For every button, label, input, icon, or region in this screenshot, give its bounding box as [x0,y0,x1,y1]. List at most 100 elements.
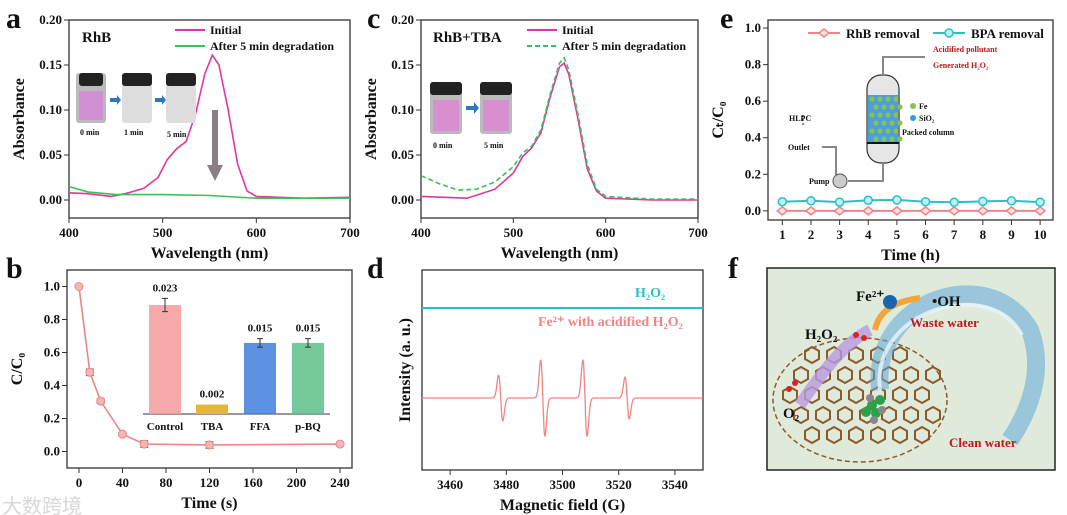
x-axis-label: Magnetic field (G) [500,497,625,514]
schematic-fe-label: Fe [919,102,928,111]
chart-c: 400 500 600 700 0.00 0.05 0.10 0.15 0.20 Waveleng… [363,12,708,262]
data-point [976,205,990,216]
panel-letter-d: d [367,252,384,285]
graphene-hexagon [914,385,930,405]
x-tick-label: 7 [951,227,958,242]
fe-particle [893,112,899,118]
fe-particle [881,136,887,142]
x-tick-label: 500 [153,225,173,240]
x-tick-label: 80 [159,475,172,490]
y-tick-label: 0.00 [39,192,62,207]
fe-particle [873,120,879,126]
data-point [920,196,931,207]
data-point [892,195,902,205]
x-tick-label: 40 [116,475,129,490]
vial-photos-c [430,82,512,134]
chart-a: 400 500 600 700 0.00 0.05 0.10 0.15 0.20 Waveleng… [11,12,360,262]
fe-particle [893,96,899,102]
graphene-hexagon [903,405,919,425]
packed-column-schematic [802,56,925,189]
x-axis-label: Time (h) [881,247,940,264]
inset-category-label: FFA [250,421,271,433]
fe-particle [873,104,879,110]
x-axis-label: Wavelength (nm) [501,245,619,262]
data-point [96,396,106,406]
x-tick-label: 0 [76,475,83,490]
data-point [834,197,845,207]
x-tick-label: 200 [287,475,307,490]
schematic-generated-label: Generated H₂O₂ [933,61,989,70]
x-tick-label: 4 [865,227,872,242]
vial-label: 0 min [80,128,100,137]
inset-bar [196,404,228,414]
fe-particle [873,136,879,142]
graphene-hexagon [793,365,809,385]
y-tick-label: 0.4 [745,130,762,145]
y-axis-label: Absorbance [363,78,380,160]
inset-error-bar [305,338,311,348]
x-tick-label: 2 [808,227,815,242]
y-tick-label: 1.0 [745,20,761,35]
graphene-hexagon [804,345,820,365]
inset-bar [149,305,181,414]
y-tick-label: 0.0 [745,203,761,218]
graphene-hexagon [914,425,930,445]
y-tick-label: 0.6 [44,345,61,360]
graphene-hexagon [892,385,908,405]
fe-particle [897,104,903,110]
schematic-sio2-label: SiO₂ [919,114,935,123]
mechanism-illustration [766,267,1056,471]
panel-letter-f: f [728,252,739,285]
legend-label: RhB removal [846,26,920,41]
y-tick-label: 0.2 [745,166,761,181]
graphene-hexagon [837,365,853,385]
x-tick-label: 5 [894,227,901,242]
data-point [1033,205,1047,216]
oh-radical-label: •OH [932,294,961,310]
fe-particle [885,112,891,118]
schematic-outlet-label: Outlet [788,143,810,152]
data-point [804,205,818,216]
data-point [949,197,959,208]
y-tick-label: 0.10 [391,102,414,117]
data-point [944,28,954,38]
x-axis-label: Time (s) [181,495,237,512]
x-tick-label: 3460 [437,477,463,492]
fe-particle [889,136,895,142]
graphene-hexagon [815,405,831,425]
panel-letter-b: b [6,252,23,285]
fe-particle [881,120,887,126]
x-tick-label: 500 [504,225,524,240]
panel-a-tag: RhB [82,30,111,46]
y-tick-label: 0.20 [391,12,414,27]
fe-particle [889,120,895,126]
graphene-hexagon [848,425,864,445]
charts: 400 500 600 7000.000.050.100.150.20Waveleng… [9,12,1054,514]
inset-bar-value: 0.015 [296,323,321,335]
data-point [1035,197,1045,207]
x-tick-label: 3480 [493,477,519,492]
plot-frame [68,19,351,219]
inset-error-bar [162,297,168,313]
x-tick-label: 3540 [662,477,688,492]
data-point [833,205,846,216]
inset-category-label: TBA [201,421,224,433]
data-point [862,205,875,216]
x-tick-label: 700 [340,225,360,240]
graphene-hexagon [870,425,886,445]
data-point [74,282,84,291]
series-line [782,198,1041,204]
y-axis-label: Intensity (a. u.) [397,318,414,422]
graphene-hexagon [925,405,941,425]
o2-label: O₂ [783,406,800,422]
data-point [139,439,149,449]
plot-frame [767,19,1054,221]
x-tick-label: 160 [243,475,263,490]
vial-label: 5 min [484,141,504,150]
y-axis-label: C/C₀ [9,353,26,386]
legend-label-h2o2: H₂O₂ [635,286,665,301]
chart-e: 1 2 3 4 5 6 7 8 9 10 0.0 0.2 0.4 0.6 0.8 1.0 Time (h) Cₜ/… [710,19,1054,264]
graphene-hexagon [826,385,842,405]
y-tick-label: 0.15 [39,57,62,72]
